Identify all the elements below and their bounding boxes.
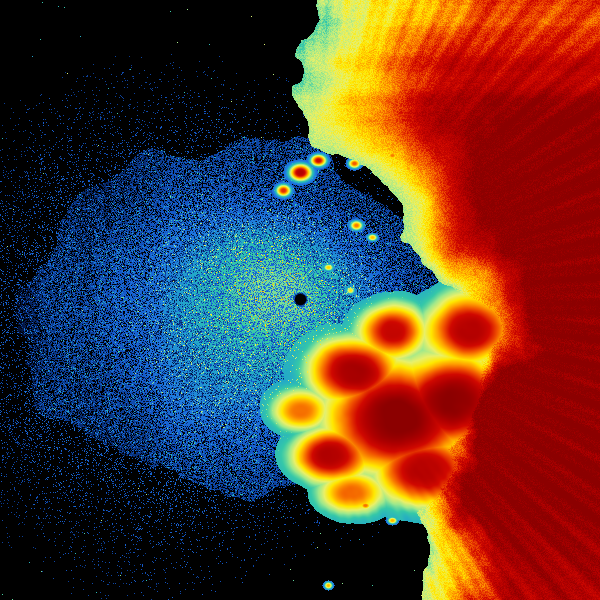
radar-reflectivity-canvas[interactable] [0, 0, 600, 600]
radar-reflectivity-view[interactable]: Weather Radar Reflectivity [0, 0, 600, 600]
